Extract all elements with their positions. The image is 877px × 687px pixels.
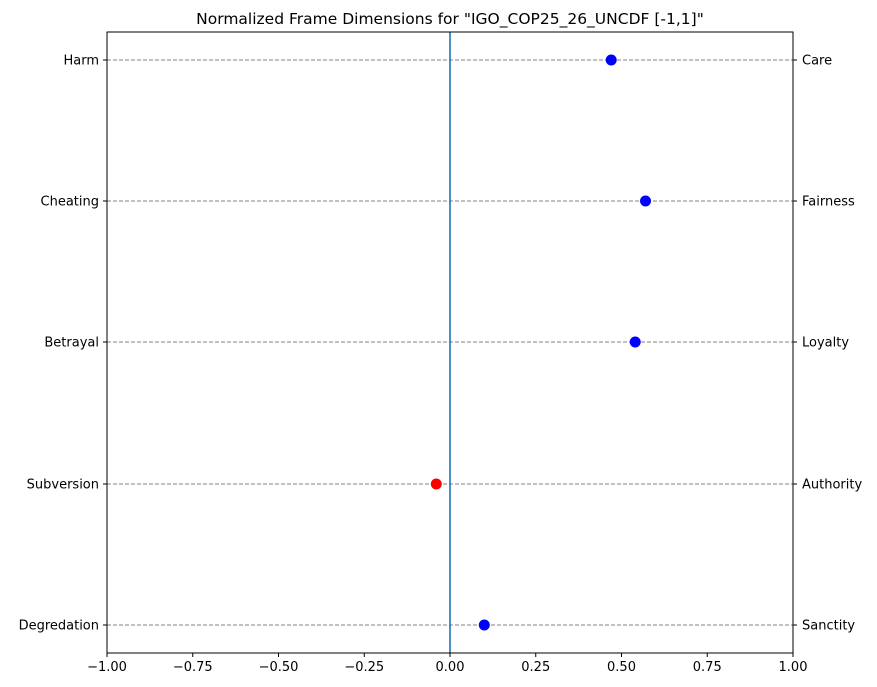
x-tick-label: 0.25 xyxy=(521,660,550,675)
data-points xyxy=(430,54,652,631)
data-point xyxy=(640,195,652,207)
x-tick-label: −0.25 xyxy=(344,660,384,675)
right-tick-label: Fairness xyxy=(802,195,855,210)
right-tick-label: Loyalty xyxy=(802,336,849,351)
left-axis-labels: Harm Cheating Betrayal Subversion Degredatio… xyxy=(19,54,107,634)
right-tick-label: Sanctity xyxy=(802,619,855,634)
data-point xyxy=(430,478,442,490)
data-point xyxy=(605,54,617,66)
right-tick-label: Care xyxy=(802,54,832,69)
left-tick-label: Harm xyxy=(63,54,99,69)
x-tick-label: 0.50 xyxy=(607,660,636,675)
x-tick-label: −0.75 xyxy=(173,660,213,675)
right-axis-labels: Care Fairness Loyalty Authority Sanctity xyxy=(793,54,862,634)
x-tick-label: −1.00 xyxy=(87,660,127,675)
x-tick-label: −0.50 xyxy=(259,660,299,675)
right-tick-label: Authority xyxy=(802,478,862,493)
left-tick-label: Betrayal xyxy=(44,336,99,351)
left-tick-label: Subversion xyxy=(27,478,99,493)
x-axis: −1.00 −0.75 −0.50 −0.25 0.00 0.25 0.50 0.75 1.00 xyxy=(87,653,807,675)
left-tick-label: Cheating xyxy=(41,195,99,210)
chart-title: Normalized Frame Dimensions for "IGO_COP… xyxy=(196,10,704,29)
x-tick-label: 1.00 xyxy=(779,660,808,675)
x-tick-label: 0.00 xyxy=(436,660,465,675)
x-tick-label: 0.75 xyxy=(693,660,722,675)
data-point xyxy=(478,619,490,631)
left-tick-label: Degredation xyxy=(19,619,99,634)
data-point xyxy=(629,336,641,348)
